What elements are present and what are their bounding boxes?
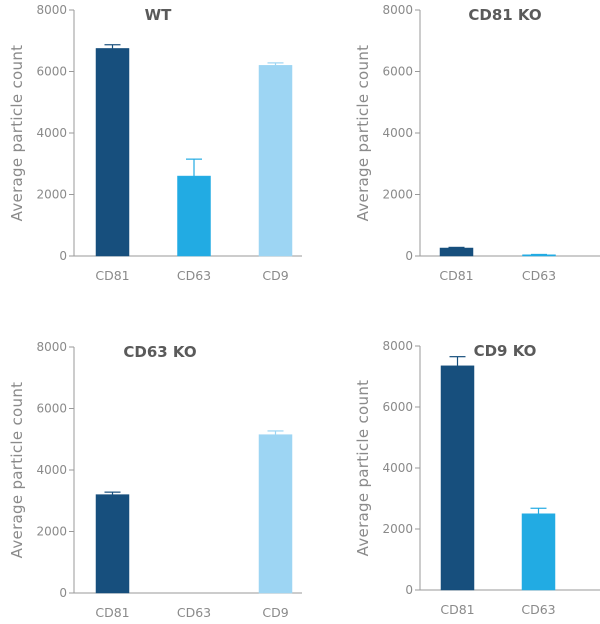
bar-cd81 [95,48,130,257]
y-tick-label: 4000 [36,126,67,140]
y-tick-label: 4000 [382,461,413,475]
y-tick-label: 4000 [36,463,67,477]
bar-cd9 [258,65,293,257]
y-tick-label: 0 [405,249,413,263]
y-tick-label: 2000 [36,525,67,539]
category-label: CD9 [262,605,288,620]
category-label: CD81 [95,605,129,620]
y-tick-label: 8000 [382,3,413,17]
category-label: CD81 [439,268,473,283]
bar-cd81 [439,247,474,257]
category-label: CD9 [262,268,288,283]
chart-title: WT [145,6,173,24]
y-tick-label: 6000 [36,65,67,79]
bar-cd81 [440,365,475,591]
y-tick-label: 2000 [382,188,413,202]
category-label: CD81 [95,268,129,283]
bar-cd81 [95,494,130,594]
y-tick-label: 0 [405,583,413,597]
chart-title: CD9 KO [474,342,537,360]
chart-title: CD63 KO [123,343,196,361]
y-tick-label: 8000 [382,339,413,353]
y-tick-label: 4000 [382,126,413,140]
y-tick-label: 6000 [382,65,413,79]
y-tick-label: 8000 [36,3,67,17]
y-tick-label: 2000 [36,188,67,202]
y-axis-label: Average particle count [354,380,372,557]
y-tick-label: 0 [59,586,67,600]
category-label: CD63 [522,268,556,283]
y-tick-label: 8000 [36,340,67,354]
category-label: CD81 [440,602,474,617]
y-axis-label: Average particle count [8,45,26,222]
y-tick-label: 6000 [36,402,67,416]
bar-cd63 [521,513,556,591]
y-tick-label: 2000 [382,522,413,536]
y-tick-label: 6000 [382,400,413,414]
y-tick-label: 0 [59,249,67,263]
category-label: CD63 [177,268,211,283]
category-label: CD63 [177,605,211,620]
category-label: CD63 [521,602,555,617]
bar-cd63 [177,175,211,257]
chart-title: CD81 KO [468,6,541,24]
y-axis-label: Average particle count [354,45,372,222]
bar-cd9 [258,434,293,594]
y-axis-label: Average particle count [8,382,26,559]
